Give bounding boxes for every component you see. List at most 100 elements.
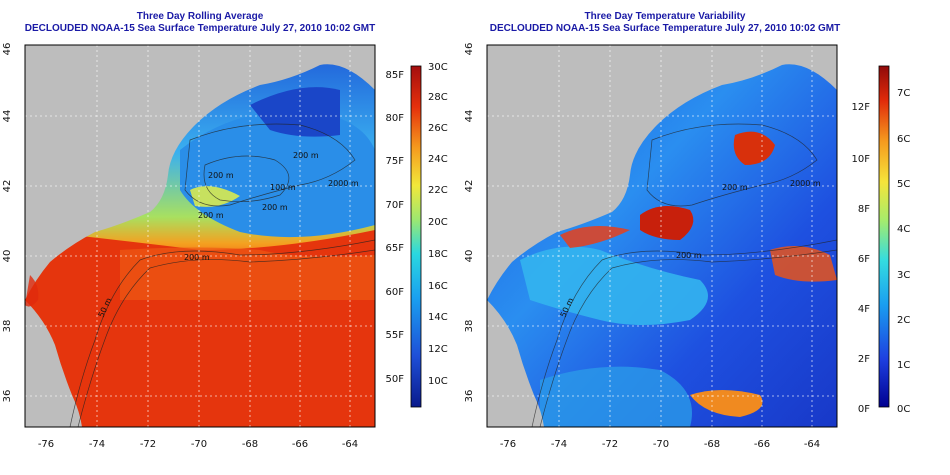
left-shoal-patch — [190, 186, 240, 207]
left-f-label: 80F — [386, 113, 405, 124]
left-c-label: 30C — [428, 62, 448, 73]
left-f-label: 50F — [386, 374, 405, 385]
left-contour-label-7: 200 m — [198, 211, 224, 220]
left-lon-tick: -76 — [38, 439, 54, 450]
right-moderate-south — [540, 366, 692, 427]
left-lon-tick: -72 — [140, 439, 156, 450]
right-f-label: 6F — [858, 254, 870, 265]
left-lon-tick: -74 — [89, 439, 105, 450]
right-lon-tick: -76 — [500, 439, 516, 450]
right-lat-tick: 42 — [464, 180, 475, 193]
left-map-frame — [24, 44, 376, 428]
right-high-variability-south — [690, 390, 763, 417]
left-lat-tick: 36 — [2, 390, 13, 403]
right-c-label: 2C — [897, 315, 910, 326]
left-f-label: 65F — [386, 243, 405, 254]
right-lon-axis: -76 -74 -72 -70 -68 -66 -64 — [500, 439, 820, 450]
right-map-panel: 200 m 200 m 2000 m 50 m — [487, 45, 837, 427]
right-high-variability-east — [770, 246, 837, 282]
left-gulf-stream-band — [120, 247, 375, 300]
right-lon-tick: -74 — [551, 439, 567, 450]
right-colorbar — [878, 65, 890, 408]
right-lon-tick: -68 — [704, 439, 720, 450]
right-contour-label-2: 200 m — [676, 251, 702, 260]
right-lat-axis: 46 44 42 40 38 36 — [464, 43, 475, 403]
right-c-label: 4C — [897, 224, 910, 235]
right-lon-tick: -64 — [804, 439, 820, 450]
right-map-frame — [486, 44, 838, 428]
right-f-label: 10F — [852, 154, 871, 165]
right-land-mass — [487, 45, 837, 300]
right-contour-label-3: 2000 m — [790, 179, 821, 188]
left-map-subtitle: DECLOUDED NOAA-15 Sea Surface Temperatur… — [24, 23, 376, 34]
right-lat-tick: 44 — [464, 110, 475, 123]
left-map-title-block: Three Day Rolling Average DECLOUDED NOAA… — [0, 11, 400, 35]
left-land-mass — [25, 45, 375, 300]
left-lat-tick: 46 — [2, 43, 13, 56]
right-lat-tick: 46 — [464, 43, 475, 56]
left-c-label: 26C — [428, 123, 448, 134]
right-map-title: Three Day Temperature Variability — [584, 11, 746, 22]
left-c-label: 16C — [428, 281, 448, 292]
left-f-label: 70F — [386, 200, 405, 211]
right-c-label: 1C — [897, 360, 910, 371]
left-contour-label-3: 200 m — [262, 203, 288, 212]
right-contour-label-1: 200 m — [722, 183, 748, 192]
left-c-label: 22C — [428, 185, 448, 196]
left-map-title: Three Day Rolling Average — [136, 11, 264, 22]
left-c-label: 10C — [428, 376, 448, 387]
right-colorbar-fahrenheit-labels: 12F 10F 8F 6F 4F 2F 0F — [852, 102, 871, 415]
right-f-label: 4F — [858, 304, 870, 315]
left-lat-tick: 44 — [2, 110, 13, 123]
left-contour-label-4: 200 m — [184, 253, 210, 262]
left-f-label: 60F — [386, 287, 405, 298]
left-lon-tick: -66 — [292, 439, 308, 450]
left-lat-tick: 42 — [2, 180, 13, 193]
right-land-south — [487, 300, 544, 427]
left-colorbar-fahrenheit-labels: 85F 80F 75F 70F 65F 60F 55F 50F — [386, 70, 405, 385]
left-lon-axis: -76 -74 -72 -70 -68 -66 -64 — [38, 439, 358, 450]
left-colorbar-celsius-labels: 30C 28C 26C 24C 22C 20C 18C 16C 14C 12C … — [428, 62, 448, 387]
right-high-variability-patch — [640, 206, 694, 240]
right-f-label: 2F — [858, 354, 870, 365]
left-c-label: 20C — [428, 217, 448, 228]
left-estuary — [25, 275, 39, 307]
left-lat-axis: 46 44 42 40 38 36 — [2, 43, 13, 403]
left-c-label: 28C — [428, 92, 448, 103]
left-lon-tick: -70 — [191, 439, 207, 450]
left-c-label: 12C — [428, 344, 448, 355]
left-lat-tick: 40 — [2, 250, 13, 263]
right-colorbar-celsius-labels: 7C 6C 5C 4C 3C 2C 1C 0C — [897, 88, 910, 415]
right-graticule — [487, 45, 837, 427]
right-c-label: 5C — [897, 179, 910, 190]
right-f-label: 12F — [852, 102, 871, 113]
right-f-label: 0F — [858, 404, 870, 415]
right-coastal-variability — [560, 226, 630, 248]
left-c-label: 24C — [428, 154, 448, 165]
left-contour-label-5: 100 m — [270, 183, 296, 192]
right-c-label: 7C — [897, 88, 910, 99]
left-lat-tick: 38 — [2, 320, 13, 333]
left-lon-tick: -64 — [342, 439, 358, 450]
left-contour-label-2: 200 m — [208, 171, 234, 180]
left-c-label: 18C — [428, 249, 448, 260]
left-land-south — [25, 300, 82, 427]
left-f-label: 85F — [386, 70, 405, 81]
right-lat-tick: 36 — [464, 390, 475, 403]
right-f-label: 8F — [858, 204, 870, 215]
right-lon-tick: -70 — [653, 439, 669, 450]
right-c-label: 3C — [897, 270, 910, 281]
right-c-label: 6C — [897, 134, 910, 145]
left-f-label: 75F — [386, 156, 405, 167]
right-lon-tick: -66 — [754, 439, 770, 450]
left-colorbar — [410, 65, 422, 408]
right-lon-tick: -72 — [602, 439, 618, 450]
left-f-label: 55F — [386, 330, 405, 341]
right-map-subtitle: DECLOUDED NOAA-15 Sea Surface Temperatur… — [489, 23, 841, 34]
left-c-label: 14C — [428, 312, 448, 323]
right-lat-tick: 40 — [464, 250, 475, 263]
right-c-label: 0C — [897, 404, 910, 415]
left-contour-label-1: 200 m — [293, 151, 319, 160]
right-map-title-block: Three Day Temperature Variability DECLOU… — [465, 11, 865, 35]
